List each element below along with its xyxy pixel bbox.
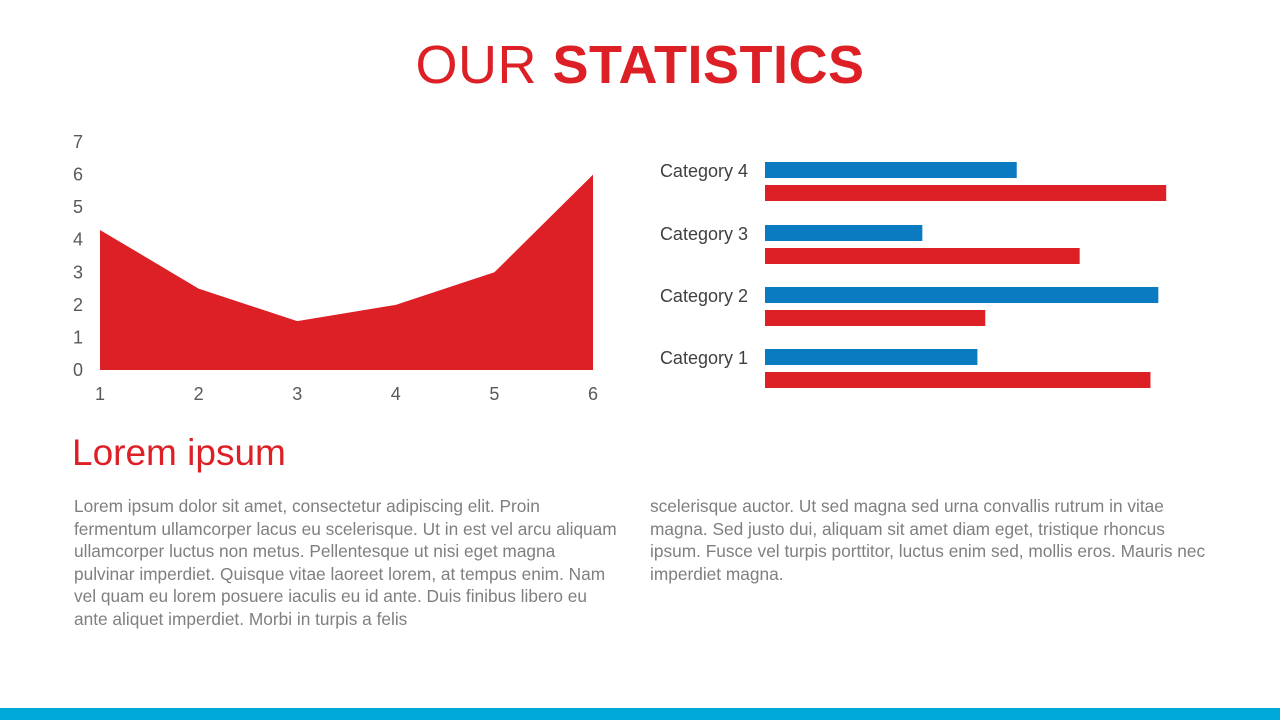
y-tick-label: 5 — [73, 197, 83, 217]
category-label: Category 2 — [660, 286, 748, 306]
y-tick-label: 3 — [73, 262, 83, 282]
category-label: Category 1 — [660, 348, 748, 368]
y-tick-label: 4 — [73, 230, 83, 250]
x-tick-label: 1 — [95, 384, 105, 404]
bar — [765, 287, 1159, 303]
area-series — [100, 174, 593, 370]
body-paragraph-right: scelerisque auctor. Ut sed magna sed urn… — [650, 496, 1206, 584]
category-label: Category 3 — [660, 224, 748, 244]
section-heading: Lorem ipsum — [72, 432, 286, 473]
title-light: OUR — [415, 35, 553, 95]
bar — [765, 185, 1167, 201]
bar — [765, 162, 1017, 178]
x-tick-label: 3 — [292, 384, 302, 404]
bottom-accent-bar — [0, 708, 1280, 720]
slide-title: OUR STATISTICS — [0, 34, 1280, 96]
y-tick-label: 2 — [73, 295, 83, 315]
y-tick-label: 6 — [73, 165, 83, 185]
y-tick-label: 7 — [73, 132, 83, 152]
category-label: Category 4 — [660, 161, 748, 181]
bar — [765, 248, 1080, 264]
title-bold: STATISTICS — [552, 35, 865, 95]
y-tick-label: 0 — [73, 360, 83, 380]
y-tick-label: 1 — [73, 327, 83, 347]
x-tick-label: 4 — [391, 384, 401, 404]
x-tick-label: 2 — [194, 384, 204, 404]
x-tick-label: 6 — [588, 384, 598, 404]
bar — [765, 349, 978, 365]
bar — [765, 310, 986, 326]
bar — [765, 372, 1151, 388]
body-paragraph-left: Lorem ipsum dolor sit amet, consectetur … — [74, 496, 617, 629]
x-tick-label: 5 — [489, 384, 499, 404]
bar — [765, 225, 923, 241]
